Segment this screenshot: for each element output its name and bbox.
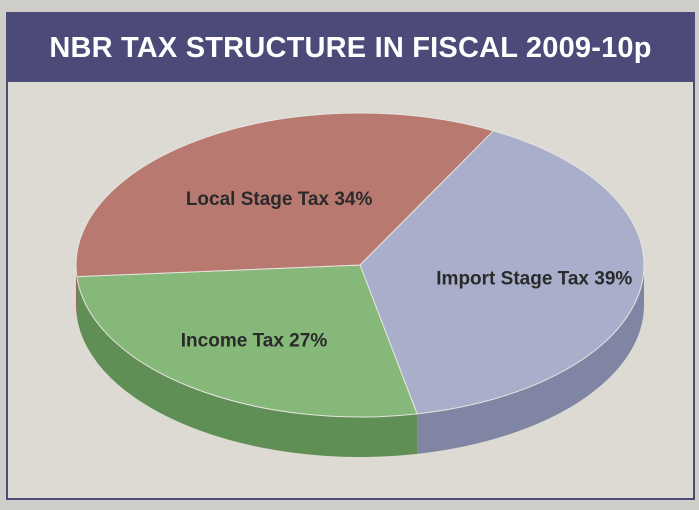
chart-title: NBR TAX STRUCTURE IN FISCAL 2009-10p [49, 31, 652, 64]
pie-side-import-stage-tax [417, 265, 644, 454]
chart-area: Import Stage Tax 39% Income Tax 27% Local … [8, 82, 693, 500]
pie-label-income-tax: Income Tax 27% [181, 330, 328, 351]
title-bar: NBR TAX STRUCTURE IN FISCAL 2009-10p [8, 14, 693, 82]
pie-label-local-stage-tax: Local Stage Tax 34% [186, 189, 373, 210]
pie-slice-local-stage-tax [75, 112, 495, 278]
chart-frame: NBR TAX STRUCTURE IN FISCAL 2009-10p Imp… [6, 12, 695, 500]
pie-chart: Import Stage Tax 39% Income Tax 27% Local … [75, 112, 645, 457]
pie-slice-income-tax [76, 264, 418, 418]
pie-slice-import-stage-tax [359, 130, 645, 415]
pie-side-income-tax [76, 276, 418, 457]
pie-label-import-stage-tax: Import Stage Tax 39% [436, 268, 632, 289]
